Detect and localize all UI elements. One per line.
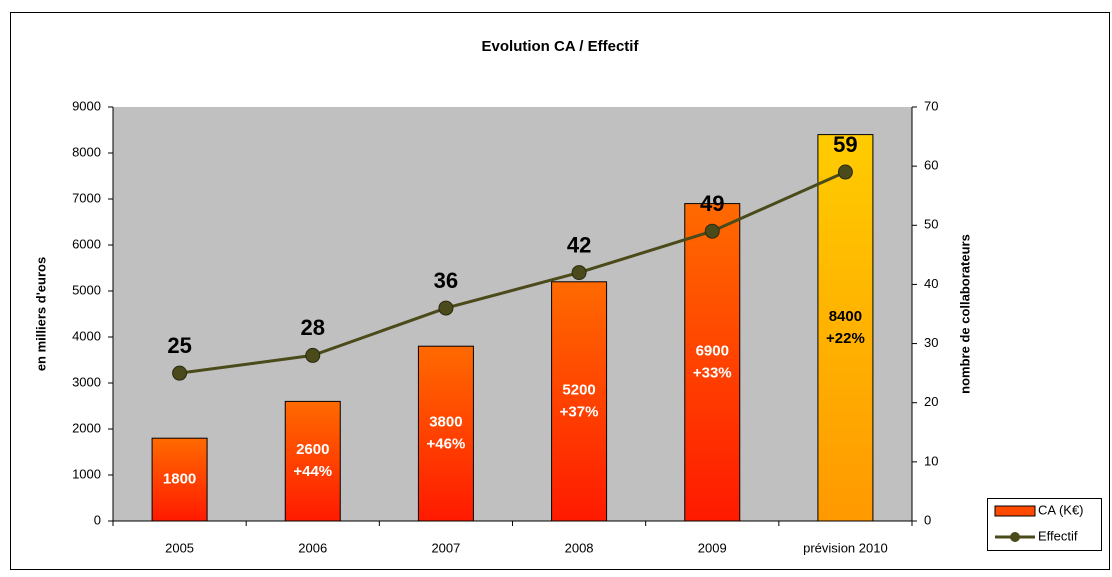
bar <box>817 134 874 522</box>
y-tick-label: 9000 <box>72 98 101 113</box>
legend-label: Effectif <box>1038 528 1078 543</box>
y-tick-label: 0 <box>94 512 101 527</box>
bar <box>284 400 341 522</box>
line-marker <box>571 265 587 281</box>
chart-title: Evolution CA / Effectif <box>482 38 640 55</box>
line-marker <box>172 365 188 381</box>
bar-growth-label: +22% <box>826 330 865 347</box>
x-tick-label: 2006 <box>298 540 327 555</box>
bar <box>684 203 741 522</box>
y-tick-label: 6000 <box>72 236 101 251</box>
bar-growth-label: +44% <box>293 463 332 480</box>
point-label: 42 <box>567 232 591 257</box>
line-marker <box>438 300 454 316</box>
x-tick-label: 2005 <box>165 540 194 555</box>
plot-area <box>113 107 912 521</box>
x-tick-label: 2009 <box>698 540 727 555</box>
x-tick-label: 2007 <box>431 540 460 555</box>
bar-growth-label: +33% <box>693 364 732 381</box>
bar-growth-label: +46% <box>427 436 466 453</box>
y-tick-label: 7000 <box>72 190 101 205</box>
y-axis-label: en milliers d'euros <box>33 257 48 371</box>
point-label: 28 <box>301 315 325 340</box>
point-label: 25 <box>167 333 191 358</box>
y2-tick-label: 60 <box>924 158 938 173</box>
point-label: 36 <box>434 268 458 293</box>
bar <box>417 345 474 522</box>
x-tick-label: 2008 <box>565 540 594 555</box>
bar-value-label: 3800 <box>429 414 462 431</box>
legend-label: CA (K€) <box>1038 502 1084 517</box>
legend-swatch <box>994 505 1036 517</box>
y-tick-label: 3000 <box>72 374 101 389</box>
y-tick-label: 5000 <box>72 282 101 297</box>
y-tick-label: 1000 <box>72 466 101 481</box>
point-label: 59 <box>833 132 857 157</box>
y2-tick-label: 70 <box>924 98 938 113</box>
legend-marker <box>1010 532 1020 542</box>
line <box>179 170 847 375</box>
y2-tick-label: 30 <box>924 335 938 350</box>
bar-value-label: 8400 <box>829 308 862 325</box>
y-tick-label: 4000 <box>72 328 101 343</box>
bar-growth-label: +37% <box>560 403 599 420</box>
line-marker <box>837 164 853 180</box>
y2-tick-label: 0 <box>924 512 931 527</box>
bar <box>551 281 608 522</box>
y-tick-label: 8000 <box>72 144 101 159</box>
bar-value-label: 2600 <box>296 441 329 458</box>
bar <box>151 437 208 522</box>
y2-tick-label: 20 <box>924 394 938 409</box>
line-marker <box>305 347 321 363</box>
y2-axis-label: nombre de collaborateurs <box>957 234 972 394</box>
bar-value-label: 1800 <box>163 471 196 488</box>
bar-value-label: 6900 <box>696 342 729 359</box>
y-tick-label: 2000 <box>72 420 101 435</box>
y2-tick-label: 10 <box>924 453 938 468</box>
x-tick-label: prévision 2010 <box>803 540 888 555</box>
point-label: 49 <box>700 191 724 216</box>
line-marker <box>704 223 720 239</box>
bar-value-label: 5200 <box>562 381 595 398</box>
y2-tick-label: 50 <box>924 217 938 232</box>
y2-tick-label: 40 <box>924 276 938 291</box>
